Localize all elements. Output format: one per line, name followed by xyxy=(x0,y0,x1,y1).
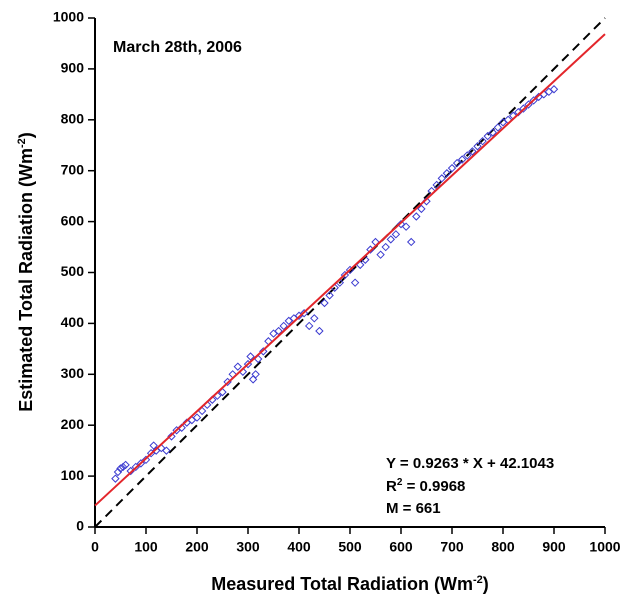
point xyxy=(111,474,120,483)
point xyxy=(457,155,467,164)
point xyxy=(473,142,482,151)
point xyxy=(320,298,329,308)
point xyxy=(483,131,492,141)
point xyxy=(121,460,130,470)
x-tick-label: 1000 xyxy=(589,539,620,555)
x-tick-label: 900 xyxy=(542,539,566,555)
annotation: March 28th, 2006 xyxy=(113,39,242,56)
x-label-main: Measured Total Radiation (Wm xyxy=(211,574,473,594)
point xyxy=(493,123,503,132)
point xyxy=(304,321,314,331)
y-label-sup: -2 xyxy=(16,138,28,148)
y-tick-label: 500 xyxy=(61,263,85,279)
point xyxy=(251,370,260,379)
point xyxy=(279,321,288,331)
point xyxy=(463,151,472,160)
point xyxy=(447,163,457,173)
fit-label: Y = 0.9263 * X + 42.1043 xyxy=(386,455,554,472)
x-tick-label: 200 xyxy=(185,539,209,555)
n-label: M = 661 xyxy=(386,500,441,517)
y-label-main: Estimated Total Radiation (Wm xyxy=(16,148,36,412)
point xyxy=(442,169,452,178)
point xyxy=(246,352,255,361)
y-tick-label: 900 xyxy=(61,60,85,76)
y-tick-label: 100 xyxy=(61,467,85,483)
x-tick-label: 700 xyxy=(440,539,464,555)
y-tick-label: 1000 xyxy=(53,9,84,25)
point xyxy=(381,242,390,252)
point xyxy=(401,222,411,231)
r2-label: R2 = 0.9968 xyxy=(386,477,465,495)
y-tick-label: 200 xyxy=(61,416,85,432)
point xyxy=(437,174,447,183)
y-tick-label: 700 xyxy=(61,161,85,177)
y-tick-label: 0 xyxy=(76,518,84,534)
point xyxy=(167,432,176,441)
point xyxy=(488,128,498,137)
point xyxy=(350,278,360,287)
r2-end: = 0.9968 xyxy=(402,478,465,495)
point xyxy=(376,250,385,259)
point xyxy=(396,219,406,229)
r2-sup: 2 xyxy=(397,477,403,488)
point xyxy=(248,375,258,384)
fit-line xyxy=(94,33,606,507)
point xyxy=(386,235,396,244)
y-label-end: ) xyxy=(16,132,36,138)
x-tick-label: 100 xyxy=(134,539,158,555)
point xyxy=(478,136,487,146)
point xyxy=(391,230,401,239)
point xyxy=(299,309,309,318)
one-to-one-line xyxy=(94,17,606,528)
x-tick-label: 0 xyxy=(91,539,99,555)
point xyxy=(141,455,151,465)
point xyxy=(162,446,171,455)
point xyxy=(406,237,416,247)
point xyxy=(315,326,324,336)
x-tick-label: 600 xyxy=(389,539,413,555)
point xyxy=(325,291,334,300)
y-tick-label: 400 xyxy=(61,314,85,330)
point xyxy=(116,464,125,473)
y-axis-label: Estimated Total Radiation (Wm-2) xyxy=(16,132,36,411)
x-label-sup: -2 xyxy=(473,574,483,586)
y-tick-label: 600 xyxy=(61,212,85,228)
x-label-end: ) xyxy=(483,574,489,594)
point xyxy=(468,147,477,156)
point xyxy=(259,347,268,356)
point xyxy=(269,329,278,338)
point xyxy=(549,85,559,94)
point xyxy=(417,204,426,214)
point xyxy=(310,314,319,323)
point xyxy=(192,413,202,422)
point xyxy=(452,158,462,168)
point xyxy=(412,212,421,221)
point xyxy=(233,362,243,371)
x-tick-label: 500 xyxy=(338,539,362,555)
x-tick-label: 400 xyxy=(287,539,311,555)
point xyxy=(118,462,128,472)
x-axis-label: Measured Total Radiation (Wm-2) xyxy=(211,574,488,594)
y-tick-label: 300 xyxy=(61,365,85,381)
r2-main: R xyxy=(386,478,397,495)
x-tick-label: 300 xyxy=(236,539,260,555)
point xyxy=(113,467,123,477)
point xyxy=(340,270,350,280)
x-tick-label: 800 xyxy=(491,539,515,555)
y-tick-label: 800 xyxy=(61,111,85,127)
